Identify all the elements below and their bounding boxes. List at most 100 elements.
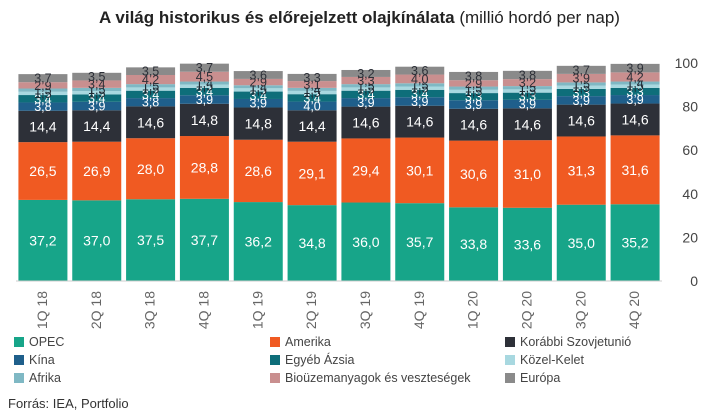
data-label: 3,7 <box>34 72 51 86</box>
bar-segment <box>179 71 229 82</box>
legend-label: Közel-Kelet <box>520 353 584 367</box>
legend-label: Bioüzemanyagok és veszteségek <box>285 371 471 385</box>
legend-swatch <box>14 373 24 383</box>
legend-swatch <box>270 337 280 347</box>
data-label: 14,6 <box>352 115 379 131</box>
bar-segment <box>502 89 552 93</box>
legend-label: Kína <box>29 353 55 367</box>
bar-segment <box>179 84 229 88</box>
bar-segment <box>395 203 445 281</box>
bar-segment <box>72 110 122 142</box>
data-label: 3,6 <box>250 68 267 82</box>
bar-segment <box>287 81 337 88</box>
bar-segment <box>233 202 283 281</box>
data-label: 14,4 <box>298 118 325 134</box>
bar-segment <box>556 82 606 86</box>
bar-segment <box>341 90 391 99</box>
data-label: 3,9 <box>196 93 213 107</box>
bar-segment <box>610 103 660 136</box>
bar-segment <box>179 63 229 72</box>
data-label: 3,8 <box>519 68 536 82</box>
x-tick-label: 1Q 20 <box>465 291 481 329</box>
data-label: 14,6 <box>514 116 541 132</box>
data-label: 3,4 <box>250 89 267 103</box>
bar-segment <box>395 105 445 138</box>
x-tick-label: 2Q 20 <box>518 291 534 329</box>
bar-segment <box>449 71 499 81</box>
data-label: 34,8 <box>298 235 325 251</box>
bar-segment <box>126 87 176 91</box>
data-label: 30,6 <box>460 166 487 182</box>
data-label: 3,8 <box>465 70 482 84</box>
bar-segment <box>179 81 229 85</box>
bar-segment <box>126 90 176 99</box>
bar-segment <box>72 72 122 81</box>
bar-segment <box>341 87 391 91</box>
data-label: 3,5 <box>88 70 105 84</box>
bar-segment <box>18 142 68 200</box>
legend-swatch <box>505 337 515 347</box>
bar-segment <box>233 107 283 140</box>
legend-swatch <box>505 373 515 383</box>
bar-segment <box>341 76 391 85</box>
bar-segment <box>502 79 552 87</box>
data-label: 3,4 <box>303 91 320 105</box>
data-label: 4,2 <box>142 73 159 87</box>
bar-segment <box>556 96 606 105</box>
bar-segment <box>126 84 176 88</box>
bar-segment <box>610 204 660 281</box>
bar-segment <box>179 95 229 104</box>
bar-segment <box>341 84 391 88</box>
legend-swatch <box>14 355 24 365</box>
data-label: 35,7 <box>406 234 433 250</box>
data-label: 3,3 <box>465 90 482 104</box>
bar-segment <box>502 99 552 109</box>
data-label: 3,4 <box>34 92 51 106</box>
bar-segment <box>72 94 122 102</box>
data-label: 2,9 <box>34 79 51 93</box>
data-label: 3,9 <box>465 98 482 112</box>
bar-segment <box>179 198 229 281</box>
bar-segment <box>126 67 176 75</box>
data-label: 14,6 <box>460 117 487 133</box>
data-label: 29,4 <box>352 163 379 179</box>
data-label: 37,2 <box>29 232 56 248</box>
data-label: 37,7 <box>191 232 218 248</box>
bar-segment <box>287 94 337 102</box>
data-label: 3,4 <box>357 88 374 102</box>
y-tick-label: 40 <box>682 186 698 202</box>
data-label: 3,3 <box>573 86 590 100</box>
bar-segment <box>233 91 283 99</box>
bar-segment <box>126 106 176 139</box>
bar-segment <box>395 74 445 84</box>
data-label: 37,0 <box>83 233 110 249</box>
bar-segment <box>449 207 499 281</box>
data-label: 3,9 <box>250 97 267 111</box>
bar-segment <box>395 89 445 98</box>
bar-segment <box>18 199 68 281</box>
legend-label: Európa <box>520 371 560 385</box>
bar-segment <box>18 95 68 103</box>
legend-swatch <box>270 355 280 365</box>
legend-label: Amerika <box>285 335 331 349</box>
data-label: 3,3 <box>519 90 536 104</box>
data-label: 14,6 <box>568 113 595 129</box>
source-note: Forrás: IEA, Portfolio <box>8 396 129 411</box>
data-label: 2,9 <box>465 77 482 91</box>
data-label: 3,5 <box>142 65 159 79</box>
x-tick-label: 3Q 19 <box>357 291 373 329</box>
bar-segment <box>233 98 283 108</box>
bar-segment <box>502 70 552 80</box>
bar-segment <box>502 207 552 281</box>
data-label: 26,9 <box>83 163 110 179</box>
bar-segment <box>72 80 122 88</box>
bar-segment <box>610 87 660 96</box>
data-label: 28,8 <box>191 159 218 175</box>
bar-segment <box>126 199 176 281</box>
bar-segment <box>610 72 660 82</box>
data-label: 36,0 <box>352 234 379 250</box>
data-label: 29,1 <box>298 165 325 181</box>
bar-segment <box>556 104 606 137</box>
bar-segment <box>449 89 499 94</box>
y-tick-label: 20 <box>682 229 698 245</box>
